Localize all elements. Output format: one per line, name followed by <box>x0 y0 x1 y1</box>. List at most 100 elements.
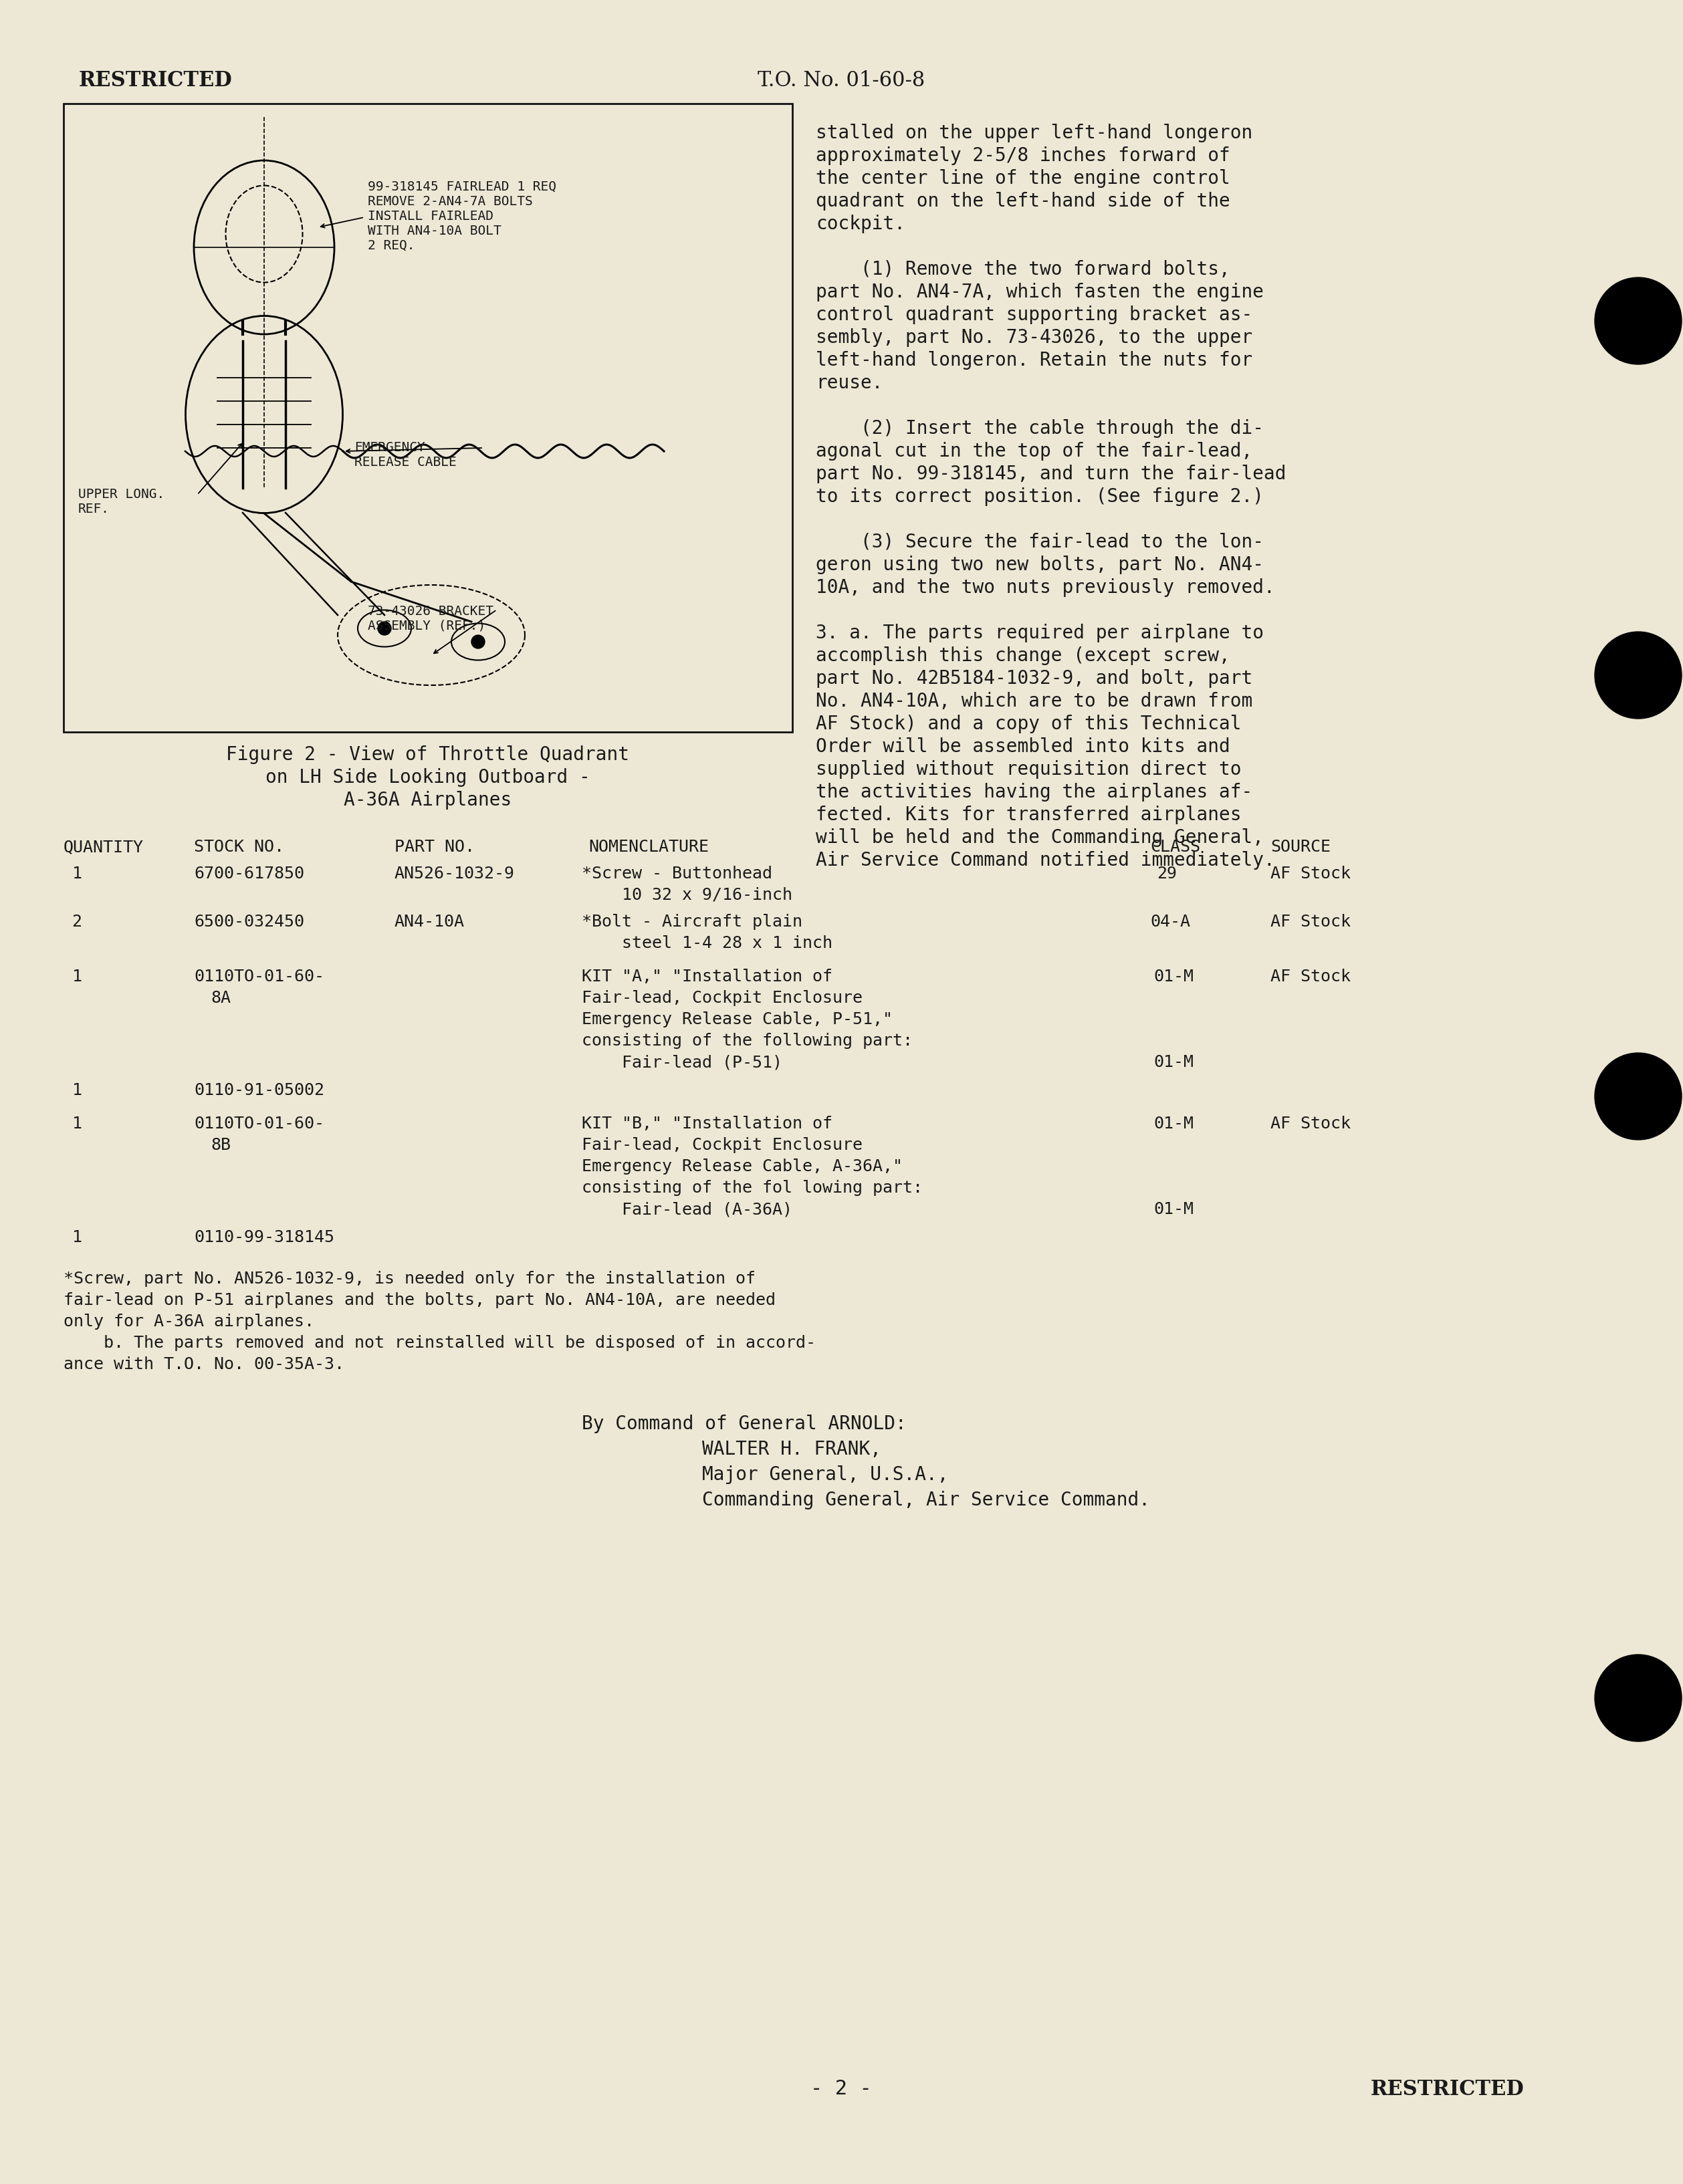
Text: 01-M: 01-M <box>1153 1201 1193 1216</box>
Text: 0110TO-01-60-: 0110TO-01-60- <box>194 1116 325 1131</box>
Text: ance with T.O. No. 00-35A-3.: ance with T.O. No. 00-35A-3. <box>64 1356 345 1372</box>
Text: Emergency Release Cable, P-51,": Emergency Release Cable, P-51," <box>582 1011 892 1026</box>
Text: Fair-lead (P-51): Fair-lead (P-51) <box>621 1055 783 1070</box>
Circle shape <box>377 622 390 636</box>
Text: Air Service Command notified immediately.: Air Service Command notified immediately… <box>816 852 1276 869</box>
Text: 0110-91-05002: 0110-91-05002 <box>194 1083 325 1099</box>
Text: 2 REQ.: 2 REQ. <box>369 240 416 251</box>
Text: QUANTITY: QUANTITY <box>64 839 143 854</box>
Text: Commanding General, Air Service Command.: Commanding General, Air Service Command. <box>702 1492 1149 1509</box>
Text: AF Stock: AF Stock <box>1271 1116 1351 1131</box>
Text: KIT "A," "Installation of: KIT "A," "Installation of <box>582 970 833 985</box>
Text: AF Stock: AF Stock <box>1271 970 1351 985</box>
Text: approximately 2-5/8 inches forward of: approximately 2-5/8 inches forward of <box>816 146 1230 166</box>
Text: RELEASE CABLE: RELEASE CABLE <box>355 456 456 470</box>
Text: consisting of the fol lowing part:: consisting of the fol lowing part: <box>582 1179 922 1197</box>
Bar <box>64 103 793 732</box>
Text: left-hand longeron. Retain the nuts for: left-hand longeron. Retain the nuts for <box>816 352 1252 369</box>
Text: Fair-lead, Cockpit Enclosure: Fair-lead, Cockpit Enclosure <box>582 1138 863 1153</box>
Text: AN526-1032-9: AN526-1032-9 <box>394 865 515 882</box>
Text: NOMENCLATURE: NOMENCLATURE <box>589 839 709 854</box>
Text: *Bolt - Aircraft plain: *Bolt - Aircraft plain <box>582 913 803 930</box>
Text: 1: 1 <box>72 1230 82 1245</box>
Text: consisting of the following part:: consisting of the following part: <box>582 1033 912 1048</box>
Text: quadrant on the left-hand side of the: quadrant on the left-hand side of the <box>816 192 1230 210</box>
Text: 04-A: 04-A <box>1149 913 1190 930</box>
Text: steel 1-4 28 x 1 inch: steel 1-4 28 x 1 inch <box>621 935 833 952</box>
Text: 3. a. The parts required per airplane to: 3. a. The parts required per airplane to <box>816 625 1264 642</box>
Text: WITH AN4-10A BOLT: WITH AN4-10A BOLT <box>369 225 502 238</box>
Text: stalled on the upper left-hand longeron: stalled on the upper left-hand longeron <box>816 124 1252 142</box>
Text: 10A, and the two nuts previously removed.: 10A, and the two nuts previously removed… <box>816 579 1276 596</box>
Text: REMOVE 2-AN4-7A BOLTS: REMOVE 2-AN4-7A BOLTS <box>369 194 534 207</box>
Text: 8B: 8B <box>210 1138 231 1153</box>
Text: REF.: REF. <box>77 502 109 515</box>
Text: A-36A Airplanes: A-36A Airplanes <box>343 791 512 810</box>
Text: PART NO.: PART NO. <box>394 839 475 854</box>
Text: Fair-lead (A-36A): Fair-lead (A-36A) <box>621 1201 793 1216</box>
Text: 73-43026 BRACKET: 73-43026 BRACKET <box>369 605 493 618</box>
Text: WALTER H. FRANK,: WALTER H. FRANK, <box>702 1439 882 1459</box>
Text: Fair-lead, Cockpit Enclosure: Fair-lead, Cockpit Enclosure <box>582 989 863 1007</box>
Text: to its correct position. (See figure 2.): to its correct position. (See figure 2.) <box>816 487 1264 507</box>
Text: the activities having the airplanes af-: the activities having the airplanes af- <box>816 782 1252 802</box>
Text: 01-M: 01-M <box>1153 1055 1193 1070</box>
Text: 29: 29 <box>1156 865 1176 882</box>
Text: will be held and the Commanding General,: will be held and the Commanding General, <box>816 828 1264 847</box>
Text: part No. AN4-7A, which fasten the engine: part No. AN4-7A, which fasten the engine <box>816 282 1264 301</box>
Text: 01-M: 01-M <box>1153 970 1193 985</box>
Text: 6500-032450: 6500-032450 <box>194 913 305 930</box>
Text: AF Stock) and a copy of this Technical: AF Stock) and a copy of this Technical <box>816 714 1242 734</box>
Text: the center line of the engine control: the center line of the engine control <box>816 168 1230 188</box>
Text: 1: 1 <box>72 1083 82 1099</box>
Text: AF Stock: AF Stock <box>1271 865 1351 882</box>
Text: RESTRICTED: RESTRICTED <box>1370 2079 1525 2099</box>
Text: 01-M: 01-M <box>1153 1116 1193 1131</box>
Text: UPPER LONG.: UPPER LONG. <box>77 487 165 500</box>
Text: 0110-99-318145: 0110-99-318145 <box>194 1230 335 1245</box>
Text: - 2 -: - 2 - <box>811 2079 872 2099</box>
Text: CLASS: CLASS <box>1149 839 1200 854</box>
Text: Major General, U.S.A.,: Major General, U.S.A., <box>702 1465 949 1485</box>
Text: RESTRICTED: RESTRICTED <box>79 70 232 92</box>
Text: T.O. No. 01-60-8: T.O. No. 01-60-8 <box>757 70 926 92</box>
Text: Figure 2 - View of Throttle Quadrant: Figure 2 - View of Throttle Quadrant <box>226 745 629 764</box>
Circle shape <box>1595 277 1681 365</box>
Text: Emergency Release Cable, A-36A,": Emergency Release Cable, A-36A," <box>582 1158 902 1175</box>
Circle shape <box>1595 631 1681 719</box>
Text: 6700-617850: 6700-617850 <box>194 865 305 882</box>
Text: (2) Insert the cable through the di-: (2) Insert the cable through the di- <box>816 419 1264 437</box>
Text: No. AN4-10A, which are to be drawn from: No. AN4-10A, which are to be drawn from <box>816 692 1252 710</box>
Text: SOURCE: SOURCE <box>1271 839 1331 854</box>
Text: By Command of General ARNOLD:: By Command of General ARNOLD: <box>582 1415 907 1433</box>
Text: Order will be assembled into kits and: Order will be assembled into kits and <box>816 738 1230 756</box>
Text: cockpit.: cockpit. <box>816 214 905 234</box>
Text: 99-318145 FAIRLEAD 1 REQ: 99-318145 FAIRLEAD 1 REQ <box>369 181 557 192</box>
Text: sembly, part No. 73-43026, to the upper: sembly, part No. 73-43026, to the upper <box>816 328 1252 347</box>
Text: (3) Secure the fair-lead to the lon-: (3) Secure the fair-lead to the lon- <box>816 533 1264 553</box>
Text: supplied without requisition direct to: supplied without requisition direct to <box>816 760 1242 780</box>
Circle shape <box>1595 1655 1681 1741</box>
Text: (1) Remove the two forward bolts,: (1) Remove the two forward bolts, <box>816 260 1230 280</box>
Text: 0110TO-01-60-: 0110TO-01-60- <box>194 970 325 985</box>
Text: AF Stock: AF Stock <box>1271 913 1351 930</box>
Text: agonal cut in the top of the fair-lead,: agonal cut in the top of the fair-lead, <box>816 441 1252 461</box>
Text: EMERGENCY: EMERGENCY <box>355 441 426 454</box>
Text: INSTALL FAIRLEAD: INSTALL FAIRLEAD <box>369 210 493 223</box>
Text: geron using two new bolts, part No. AN4-: geron using two new bolts, part No. AN4- <box>816 555 1264 574</box>
Text: b. The parts removed and not reinstalled will be disposed of in accord-: b. The parts removed and not reinstalled… <box>64 1334 816 1352</box>
Text: AN4-10A: AN4-10A <box>394 913 465 930</box>
Text: 10 32 x 9/16-inch: 10 32 x 9/16-inch <box>621 887 793 904</box>
Text: 1: 1 <box>72 1116 82 1131</box>
Text: KIT "B," "Installation of: KIT "B," "Installation of <box>582 1116 833 1131</box>
Text: *Screw, part No. AN526-1032-9, is needed only for the installation of: *Screw, part No. AN526-1032-9, is needed… <box>64 1271 756 1286</box>
Text: *Screw - Buttonhead: *Screw - Buttonhead <box>582 865 772 882</box>
Text: fected. Kits for transferred airplanes: fected. Kits for transferred airplanes <box>816 806 1242 823</box>
Text: part No. 99-318145, and turn the fair-lead: part No. 99-318145, and turn the fair-le… <box>816 465 1286 483</box>
Circle shape <box>471 636 485 649</box>
Text: part No. 42B5184-1032-9, and bolt, part: part No. 42B5184-1032-9, and bolt, part <box>816 668 1252 688</box>
Text: ASSEMBLY (REF.): ASSEMBLY (REF.) <box>369 620 486 633</box>
Text: 8A: 8A <box>210 989 231 1007</box>
Text: 2: 2 <box>72 913 82 930</box>
Circle shape <box>1595 1053 1681 1140</box>
